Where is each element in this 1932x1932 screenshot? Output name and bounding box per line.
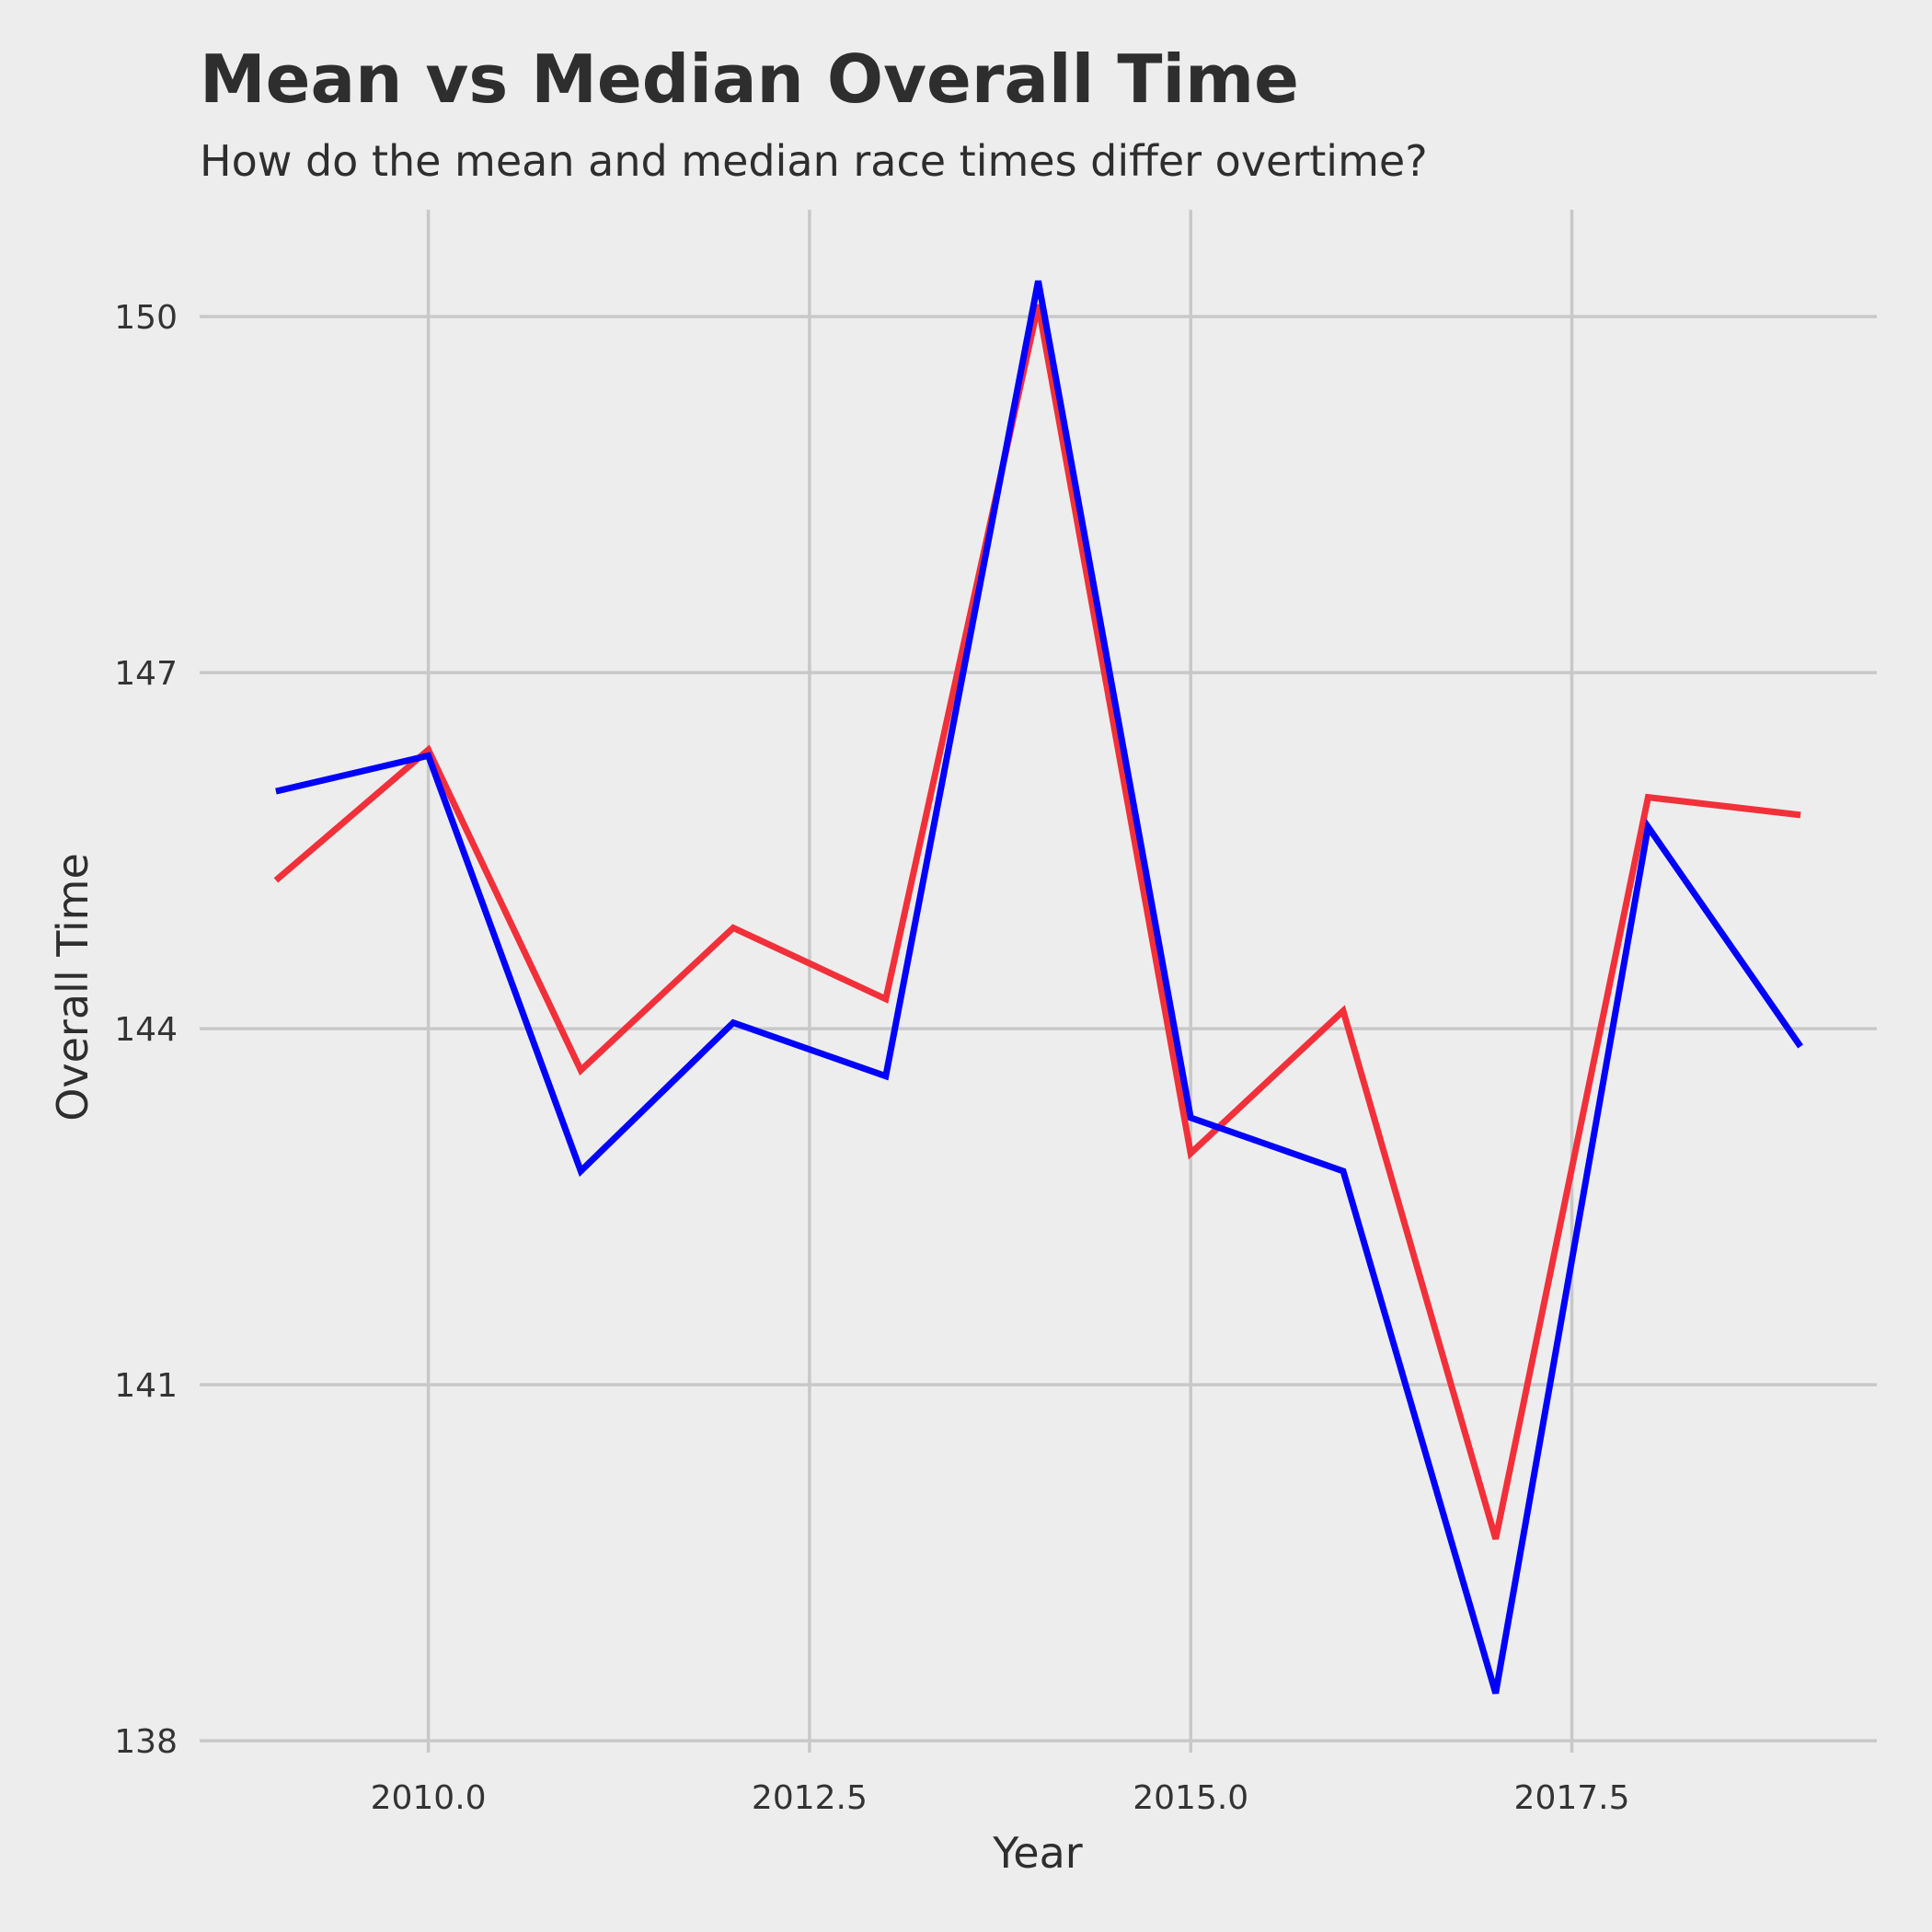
x-tick-label: 2012.5	[752, 1779, 868, 1817]
y-tick-label: 141	[114, 1367, 178, 1405]
series-line-1	[273, 304, 1801, 1540]
x-tick-label: 2017.5	[1514, 1779, 1630, 1817]
x-tick-label: 2015.0	[1133, 1779, 1248, 1817]
x-tick-label: 2010.0	[371, 1779, 487, 1817]
chart-title: Mean vs Median Overall Time	[200, 40, 1299, 118]
x-axis-title: Year	[992, 1828, 1082, 1878]
series-line-2	[275, 280, 1803, 1695]
y-tick-label: 147	[114, 655, 178, 693]
y-tick-label: 144	[114, 1011, 178, 1049]
chart-subtitle: How do the mean and median race times di…	[200, 136, 1428, 186]
y-tick-label: 150	[114, 299, 178, 337]
grid-lines	[200, 210, 1877, 1753]
y-tick-label: 138	[114, 1723, 178, 1761]
x-axis-ticks: 2010.0 2012.5 2015.0 2017.5	[371, 1779, 1630, 1817]
y-axis-title: Overall Time	[48, 853, 98, 1121]
series-lines	[273, 280, 1803, 1695]
y-axis-ticks: 138 141 144 147 150	[114, 299, 178, 1761]
